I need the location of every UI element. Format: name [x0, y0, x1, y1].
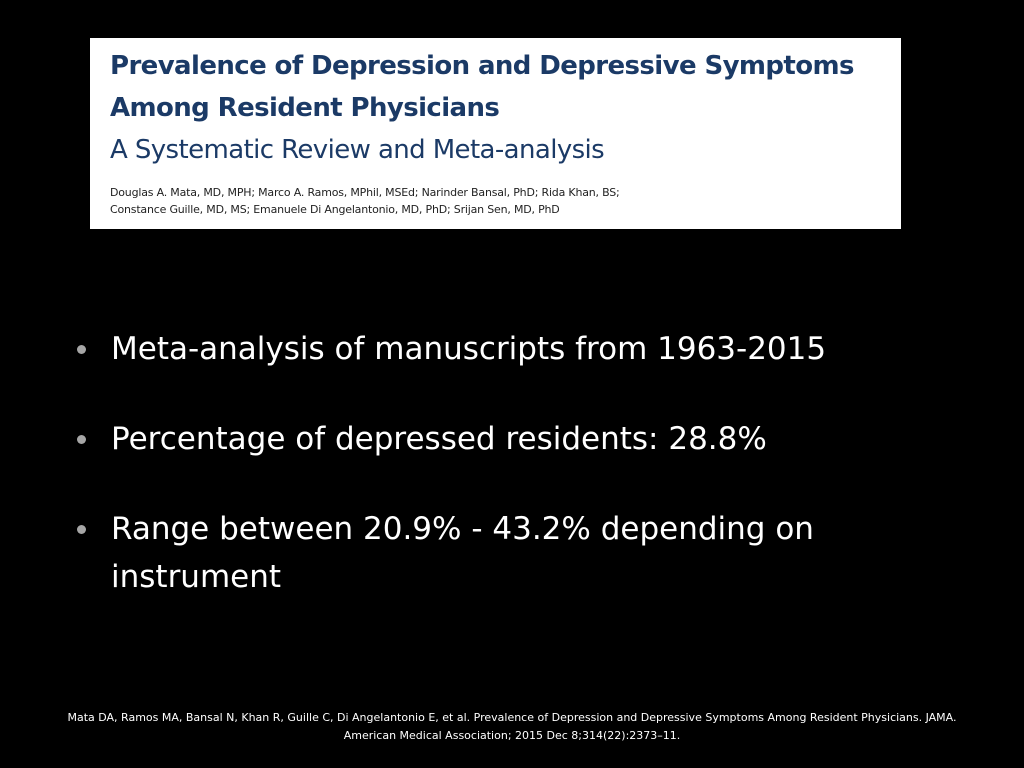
- bullet-text: Meta-analysis of manuscripts from 1963-2…: [111, 331, 827, 367]
- bullet-text: Percentage of depressed residents: 28.8%: [111, 421, 767, 457]
- bullet-item: Percentage of depressed residents: 28.8%: [74, 415, 954, 463]
- article-subtitle: A Systematic Review and Meta-analysis: [110, 135, 605, 165]
- article-title-line-1: Prevalence of Depression and Depressive …: [110, 51, 854, 81]
- article-title-line-2: Among Resident Physicians: [110, 93, 500, 123]
- authors-line-2: Constance Guille, MD, MS; Emanuele Di An…: [110, 203, 560, 216]
- article-header-image: Prevalence of Depression and Depressive …: [90, 38, 901, 229]
- authors-line-1: Douglas A. Mata, MD, MPH; Marco A. Ramos…: [110, 186, 620, 199]
- bullet-dot-icon: [77, 435, 86, 444]
- bullet-text: Range between 20.9% - 43.2% depending on…: [111, 511, 814, 595]
- article-authors: Douglas A. Mata, MD, MPH; Marco A. Ramos…: [110, 184, 901, 218]
- bullet-item: Range between 20.9% - 43.2% depending on…: [74, 505, 954, 601]
- bullet-dot-icon: [77, 525, 86, 534]
- citation: Mata DA, Ramos MA, Bansal N, Khan R, Gui…: [67, 711, 957, 742]
- bullet-dot-icon: [77, 345, 86, 354]
- bullet-item: Meta-analysis of manuscripts from 1963-2…: [74, 325, 954, 373]
- bullet-list: Meta-analysis of manuscripts from 1963-2…: [74, 325, 954, 643]
